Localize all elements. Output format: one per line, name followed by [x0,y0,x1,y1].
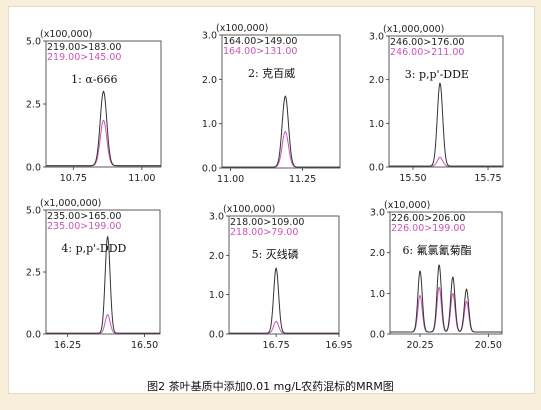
x-tick-label: 20.50 [475,340,502,351]
series-legend-label: 226.00>199.00 [391,223,465,234]
y-tick-label: 0.0 [369,163,384,174]
chromatogram-4: (x1,000,000) 0.0 2.5 5.0 16.25 16.50 235.00>16… [26,198,161,351]
series-trace-line [46,235,160,334]
x-tick-label: 10.75 [60,173,87,184]
x-tick-label: 16.75 [263,340,290,351]
series-legend-label: 164.00>131.00 [223,46,297,57]
series-trace-line [389,82,503,167]
y-tick-label: 0.0 [202,164,217,175]
compound-label: 5: 灭线磷 [252,247,299,261]
series-legend-label: 235.00>199.00 [47,221,121,232]
y-scale-label: (x1,000,000) [40,198,101,209]
series-trace-line [222,95,340,168]
y-tick-label: 1.0 [202,119,217,130]
y-tick-label: 2.0 [202,75,217,86]
y-tick-label: 1.0 [369,119,384,130]
series-legend-label: 218.00>109.00 [230,217,304,228]
x-tick-label: 11.25 [289,174,316,185]
series-legend-label: 218.00>79.00 [230,227,298,238]
series-trace-line [229,267,339,334]
chromatogram-3: (x1,000,000) 0.0 1.0 2.0 3.0 15.50 15.75 246.00… [369,24,504,184]
series-legend-label: 235.00>165.00 [47,211,121,222]
y-scale-label: (x100,000) [223,204,275,215]
series-legend-label: 164.00>149.00 [223,36,297,47]
plot-frame [221,34,341,169]
y-scale-label: (x10,000) [384,200,430,211]
y-tick-label: 5.0 [26,37,41,48]
y-tick-label: 1.0 [209,290,224,301]
chromatogram-2: (x100,000) 0.0 1.0 2.0 3.0 11.00 11.25 164.00>1… [202,23,341,185]
y-tick-label: 5.0 [26,206,41,217]
y-tick-label: 0.0 [209,330,224,341]
series-trace-line [390,286,502,333]
x-tick-label: 15.75 [474,173,501,184]
x-tick-label: 16.25 [54,340,81,351]
compound-label: 2: 克百威 [248,67,295,80]
x-tick-label: 11.00 [217,174,244,185]
x-tick-label: 16.95 [325,340,352,351]
plot-frame [388,35,504,168]
series-trace-line [390,264,502,333]
figure-caption: 图2 茶叶基质中添加0.01 mg/L农药混标的MRM图 [147,380,394,393]
compound-label: 3: p,p'-DDE [405,68,469,81]
chromatogram-5: (x100,000) 0.0 1.0 2.0 3.0 16.75 16.95 218.00>1… [209,204,353,351]
y-tick-label: 2.5 [26,268,41,279]
plot-frame [228,215,340,335]
x-tick-label: 20.25 [406,340,433,351]
y-tick-label: 3.0 [369,32,384,43]
chromatogram-6: (x10,000) 0.0 1.0 2.0 3.0 20.25 20.50 226.00>20… [370,200,503,351]
y-tick-label: 3.0 [202,31,217,42]
y-scale-label: (x100,000) [40,29,92,40]
series-legend-label: 219.00>145.00 [47,52,121,63]
y-scale-label: (x100,000) [216,23,268,34]
y-tick-label: 0.0 [370,330,385,341]
y-tick-label: 2.0 [369,75,384,86]
x-tick-label: 16.50 [131,340,158,351]
x-tick-label: 11.00 [128,173,155,184]
compound-label: 4: p,p'-DDD [61,242,126,255]
series-legend-label: 246.00>176.00 [390,37,464,48]
series-legend-label: 226.00>206.00 [391,213,465,224]
series-legend-label: 246.00>211.00 [390,47,464,58]
y-tick-label: 2.0 [209,251,224,262]
y-tick-label: 3.0 [370,208,385,219]
y-tick-label: 0.0 [26,330,41,341]
series-legend-label: 219.00>183.00 [47,42,121,53]
y-tick-label: 1.0 [370,289,385,300]
chromatogram-1: (x100,000) 0.0 2.5 5.0 10.75 11.00 219.00>183.… [26,29,162,184]
y-scale-label: (x1,000,000) [383,24,444,35]
y-tick-label: 2.5 [26,100,41,111]
plot-frame [389,211,503,335]
y-tick-label: 3.0 [209,212,224,223]
y-tick-label: 0.0 [26,163,41,174]
compound-label: 1: α-666 [71,73,117,86]
compound-label: 6: 氟氯氰菊酯 [402,243,471,257]
figure-panel: (x100,000) 0.0 2.5 5.0 10.75 11.00 219.00>183.… [8,6,535,394]
series-trace-line [46,90,161,167]
y-tick-label: 2.0 [370,248,385,259]
x-tick-label: 15.50 [399,173,426,184]
